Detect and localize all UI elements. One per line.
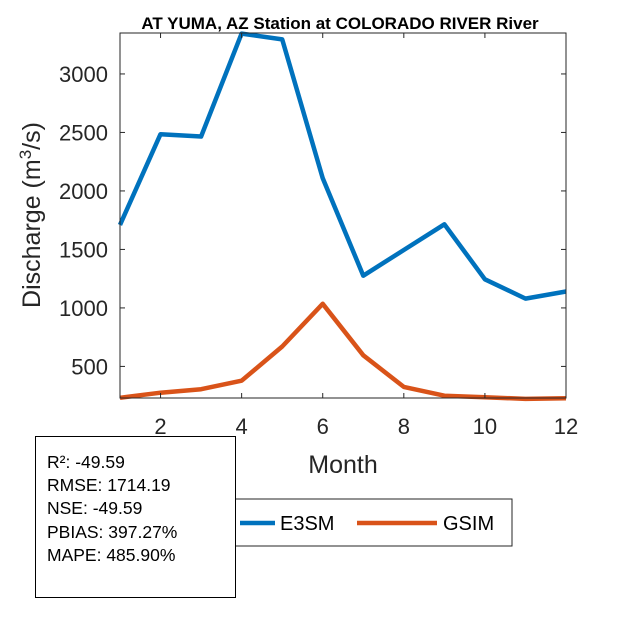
- stats-box: R²: -49.59 RMSE: 1714.19 NSE: -49.59 PBI…: [35, 436, 236, 598]
- x-tick-label: 12: [554, 414, 578, 439]
- y-tick-label: 500: [71, 354, 108, 379]
- stat-mape: MAPE: 485.90%: [47, 544, 176, 565]
- y-tick-label: 2000: [59, 179, 108, 204]
- series-line-e3sm: [117, 31, 567, 301]
- plot-background: [120, 33, 566, 398]
- stat-r2: R²: -49.59: [47, 452, 125, 472]
- legend-label-gsim: GSIM: [443, 513, 494, 535]
- stat-rmse: RMSE: 1714.19: [47, 475, 171, 496]
- stat-pbias: PBIAS: 397.27%: [47, 521, 178, 542]
- x-tick-label: 4: [236, 414, 248, 439]
- y-tick-label: 1500: [59, 237, 108, 262]
- y-axis-label-main: Discharge (m: [18, 159, 46, 308]
- legend-label-e3sm: E3SM: [280, 513, 334, 535]
- y-axis-label-unit: /s): [18, 122, 46, 150]
- x-tick-label: 2: [154, 414, 166, 439]
- x-tick-label: 10: [473, 414, 497, 439]
- series-line-gsim: [119, 301, 567, 402]
- stat-nse: NSE: -49.59: [47, 498, 143, 519]
- x-axis: 2 4 6 8 10 12: [154, 33, 578, 439]
- y-tick-label: 2500: [59, 120, 108, 145]
- series-lines: [117, 31, 567, 402]
- x-tick-label: 8: [398, 414, 410, 439]
- y-tick-label: 1000: [59, 296, 108, 321]
- y-axis-label: Discharge (m3/s): [16, 122, 46, 308]
- x-axis-label: Month: [308, 451, 377, 479]
- plot-area: 2 4 6 8 10 12 500 1000 1500 2000 2500 3000: [59, 31, 578, 439]
- y-axis: 500 1000 1500 2000 2500 3000: [59, 62, 566, 379]
- y-tick-label: 3000: [59, 62, 108, 87]
- x-tick-label: 6: [317, 414, 329, 439]
- chart-title: AT YUMA, AZ Station at COLORADO RIVER Ri…: [141, 14, 539, 33]
- legend: E3SM GSIM: [232, 498, 513, 547]
- y-axis-label-superscript: 3: [16, 150, 35, 159]
